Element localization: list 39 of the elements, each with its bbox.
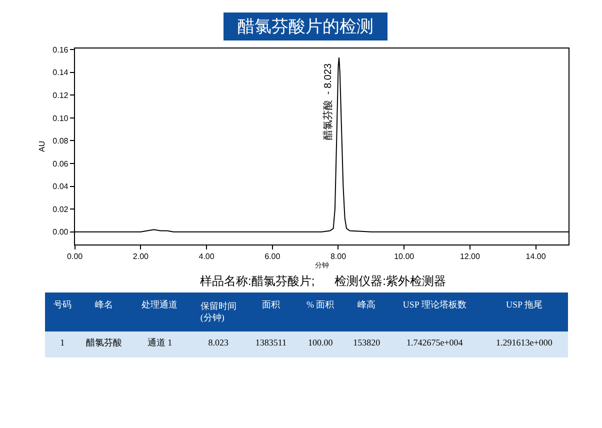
annotation: 醋氯芬酸 - 8.023: [322, 62, 334, 140]
text: % 面积: [306, 300, 334, 310]
x-tick-label: 2.00: [132, 252, 150, 261]
x-tick-label: 6.00: [264, 252, 281, 261]
text: 153820: [353, 338, 381, 348]
y-tick-label: 0.16: [52, 45, 69, 54]
text: 峰名: [95, 300, 114, 310]
y-tick-label: 0.04: [52, 182, 69, 192]
x-tick-label: 10.00: [394, 252, 415, 261]
text: USP 理论塔板数: [402, 300, 466, 310]
y-tick-label: 0.08: [52, 136, 69, 146]
x-tick-label: 8.00: [330, 252, 347, 261]
y-tick-label: 0.10: [52, 114, 69, 123]
text: 1.742675e+004: [406, 338, 464, 348]
x-tick-label: 4.00: [198, 252, 215, 261]
y-tick-label: 0.14: [52, 68, 69, 78]
text: 1383511: [255, 338, 286, 348]
y-tick-label: 0.06: [52, 159, 69, 168]
x-tick-label: 14.00: [526, 252, 546, 261]
chart-title: 醋氯芬酸片的检测: [228, 17, 383, 36]
text: USP 拖尾: [506, 300, 542, 310]
y-tick-label: 0.12: [52, 90, 69, 100]
text: 处理通道: [142, 300, 178, 310]
text: 峰高: [358, 300, 376, 310]
text: 1: [60, 338, 65, 348]
text: 面积: [262, 300, 280, 310]
text: 醋氯芬酸: [86, 338, 122, 348]
y-tick-label: 0.02: [52, 204, 69, 214]
text: 号码: [53, 300, 72, 310]
text: 8.023: [208, 338, 230, 348]
y-axis-title: AU: [37, 140, 46, 152]
text: 1.291613e+000: [496, 338, 553, 348]
text: 通道 1: [147, 338, 172, 348]
text: 保留时间 (分钟): [200, 300, 236, 323]
x-tick-label: 12.00: [460, 252, 481, 261]
x-tick-label: 0.00: [67, 252, 84, 261]
y-tick-label: 0.00: [52, 228, 69, 237]
text: 100.00: [308, 338, 334, 348]
text: 样品名称:醋氯芬酸片; 检测仪器:紫外检测器: [200, 274, 446, 288]
